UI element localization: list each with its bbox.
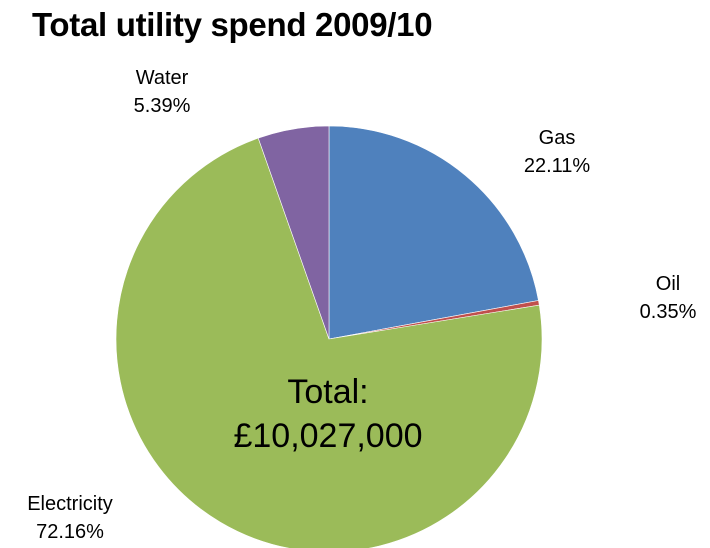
- total-annotation: Total: £10,027,000: [233, 370, 422, 458]
- slice-label-electricity-value: 72.16%: [36, 521, 104, 543]
- pie-slice-gas: [328, 125, 539, 340]
- chart-title: Total utility spend 2009/10: [32, 6, 433, 43]
- slice-label-gas-name: Gas: [538, 127, 576, 149]
- slice-label-oil: Oil 0.35%: [640, 270, 697, 326]
- total-annotation-value: £10,027,000: [233, 417, 423, 455]
- slice-label-water-value: 5.39%: [133, 95, 191, 117]
- pie-slice-water: [257, 125, 330, 340]
- slice-label-oil-value: 0.35%: [639, 301, 697, 323]
- pie-slice-electricity: [115, 137, 543, 548]
- slice-label-electricity-name: Electricity: [27, 493, 113, 515]
- slice-label-gas-value: 22.11%: [523, 155, 591, 177]
- total-annotation-label: Total:: [287, 373, 369, 411]
- slice-label-water-name: Water: [135, 67, 189, 89]
- slice-label-oil-name: Oil: [655, 273, 681, 295]
- slice-label-water: Water 5.39%: [134, 64, 191, 120]
- slice-label-electricity: Electricity 72.16%: [27, 490, 113, 546]
- slice-label-gas: Gas 22.11%: [524, 124, 590, 180]
